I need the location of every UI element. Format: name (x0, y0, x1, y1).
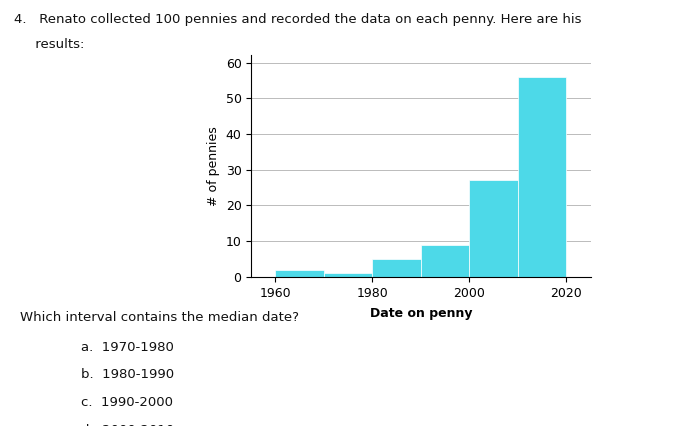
Text: b.  1980-1990: b. 1980-1990 (81, 368, 175, 382)
Bar (469, 181, 518, 277)
Y-axis label: # of pennies: # of pennies (207, 126, 220, 206)
Text: 4.   Renato collected 100 pennies and recorded the data on each penny. Here are : 4. Renato collected 100 pennies and reco… (14, 13, 581, 26)
Text: c.  1990-2000: c. 1990-2000 (81, 396, 173, 409)
Text: d.  2000-2010: d. 2000-2010 (81, 424, 175, 426)
Text: Which interval contains the median date?: Which interval contains the median date? (20, 311, 299, 324)
Bar (276, 270, 324, 277)
Bar (518, 77, 566, 277)
Bar (421, 245, 469, 277)
Text: a.  1970-1980: a. 1970-1980 (81, 341, 175, 354)
Bar (324, 273, 373, 277)
Bar (373, 259, 421, 277)
Text: results:: results: (14, 38, 84, 52)
X-axis label: Date on penny: Date on penny (370, 307, 472, 320)
